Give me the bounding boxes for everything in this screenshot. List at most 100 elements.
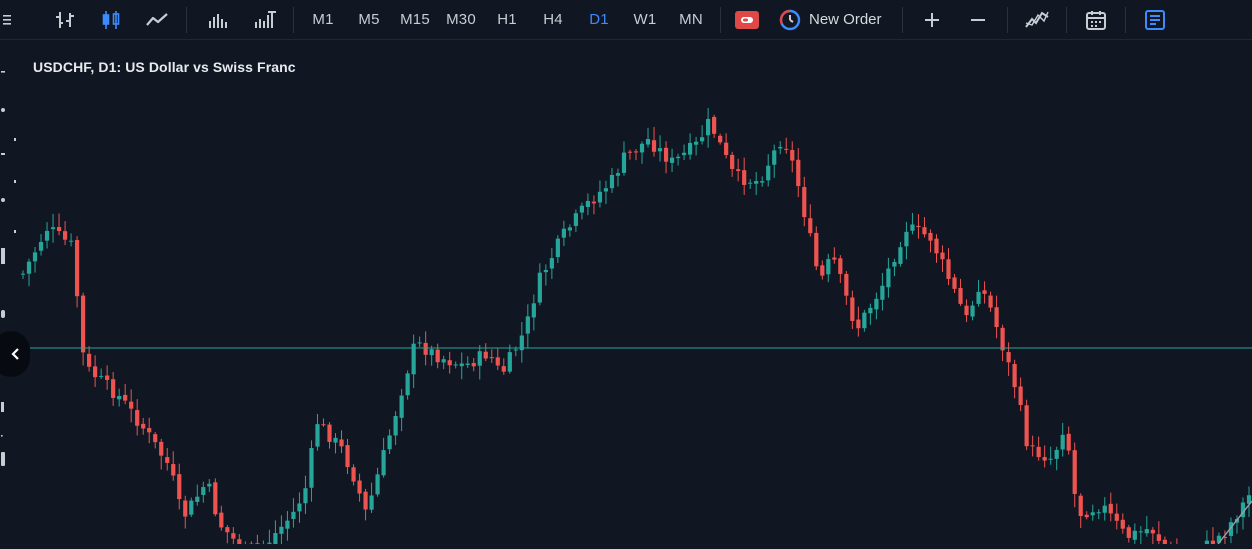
timeframe-m15[interactable]: M15 [392, 0, 438, 40]
candle-body [508, 352, 512, 371]
candle-body [922, 227, 926, 234]
candle-body [856, 320, 860, 329]
candle-body [850, 297, 854, 320]
candle-body [1097, 512, 1101, 513]
candle-body [129, 402, 133, 409]
timeframe-h1[interactable]: H1 [484, 0, 530, 40]
candle-body [436, 350, 440, 363]
candle-body [952, 277, 956, 288]
timeframe-d1[interactable]: D1 [576, 0, 622, 40]
candle-body [51, 227, 55, 229]
candle-body [628, 152, 632, 153]
timeframe-mn[interactable]: MN [668, 0, 714, 40]
timeframe-m1[interactable]: M1 [300, 0, 346, 40]
toolbar: M1 M5 M15 M30 H1 H4 D1 W1 MN New Order [0, 0, 1252, 40]
price-chart[interactable] [20, 41, 1252, 544]
candle-body [400, 396, 404, 418]
candle-body [171, 464, 175, 475]
candle-body [75, 240, 79, 296]
candle-body [766, 166, 770, 181]
candle-body [958, 288, 962, 304]
real-volume-icon[interactable] [243, 0, 287, 40]
candle-body [844, 274, 848, 296]
candlestick-chart-icon[interactable] [88, 0, 134, 40]
candle-body [159, 442, 163, 456]
candle-body [1115, 514, 1119, 521]
gann-tool-icon [1, 248, 5, 264]
candle-body [57, 227, 61, 231]
tick-volume-icon[interactable] [193, 0, 243, 40]
candle-body [514, 349, 518, 350]
candle-body [682, 153, 686, 155]
candle-body [502, 366, 506, 372]
timeframe-h4[interactable]: H4 [530, 0, 576, 40]
candle-body [886, 269, 890, 288]
candle-body [351, 467, 355, 481]
candle-body [369, 495, 373, 509]
candle-body [586, 201, 590, 207]
candle-body [946, 259, 950, 279]
lock-tool-icon [1, 402, 4, 412]
zoom-in-icon[interactable] [909, 0, 955, 40]
text-tool-icon [14, 180, 16, 183]
candle-body [357, 481, 361, 494]
drawn-trendline[interactable] [1218, 501, 1252, 544]
candle-body [327, 425, 331, 442]
candle-body [321, 424, 325, 425]
timeframe-w1[interactable]: W1 [622, 0, 668, 40]
candle-body [1145, 529, 1149, 533]
candlestick-chart[interactable] [20, 41, 1252, 544]
candle-body [1037, 447, 1041, 457]
new-order-button[interactable]: New Order [767, 0, 896, 40]
candle-body [928, 233, 932, 241]
shapes-tool-icon [1, 198, 5, 202]
candle-body [1121, 520, 1125, 529]
line-chart-icon[interactable] [134, 0, 180, 40]
candle-body [484, 352, 488, 359]
separator [1125, 7, 1126, 33]
candle-body [339, 439, 343, 446]
candle-body [273, 533, 277, 544]
journal-icon[interactable] [1132, 0, 1178, 40]
candle-body [297, 503, 301, 511]
one-click-trading-icon[interactable] [727, 0, 767, 40]
candle-body [237, 539, 241, 544]
candle-body [87, 354, 91, 367]
candle-body [574, 213, 578, 226]
candle-body [333, 438, 337, 443]
candle-body [1019, 387, 1023, 405]
candle-body [1127, 527, 1131, 538]
candle-body [772, 150, 776, 164]
crosshair-tool-icon [1, 71, 5, 73]
candle-body [117, 396, 121, 399]
candle-body [538, 273, 542, 303]
zoom-out-icon[interactable] [955, 0, 1001, 40]
indicators-icon[interactable] [1014, 0, 1060, 40]
candle-body [742, 170, 746, 185]
candle-body [838, 258, 842, 274]
candle-body [562, 229, 566, 238]
candle-body [808, 218, 812, 233]
candle-body [874, 299, 878, 310]
menu-icon[interactable] [0, 0, 14, 40]
timeframe-m5[interactable]: M5 [346, 0, 392, 40]
candle-body [784, 149, 788, 150]
separator [1066, 7, 1067, 33]
timeframe-m30[interactable]: M30 [438, 0, 484, 40]
candle-body [748, 183, 752, 184]
candle-body [880, 286, 884, 300]
candle-body [568, 227, 572, 230]
candle-body [195, 497, 199, 502]
candle-body [1091, 512, 1095, 515]
candle-body [406, 373, 410, 395]
candle-body [736, 169, 740, 171]
calendar-icon[interactable] [1073, 0, 1119, 40]
settings-tool-icon [1, 452, 5, 466]
candle-body [21, 274, 25, 275]
candle-body [892, 262, 896, 267]
bar-chart-icon[interactable] [42, 0, 88, 40]
delete-tool-icon [1, 435, 3, 437]
candle-body [63, 231, 67, 240]
candle-body [99, 376, 103, 377]
candle-body [592, 202, 596, 204]
